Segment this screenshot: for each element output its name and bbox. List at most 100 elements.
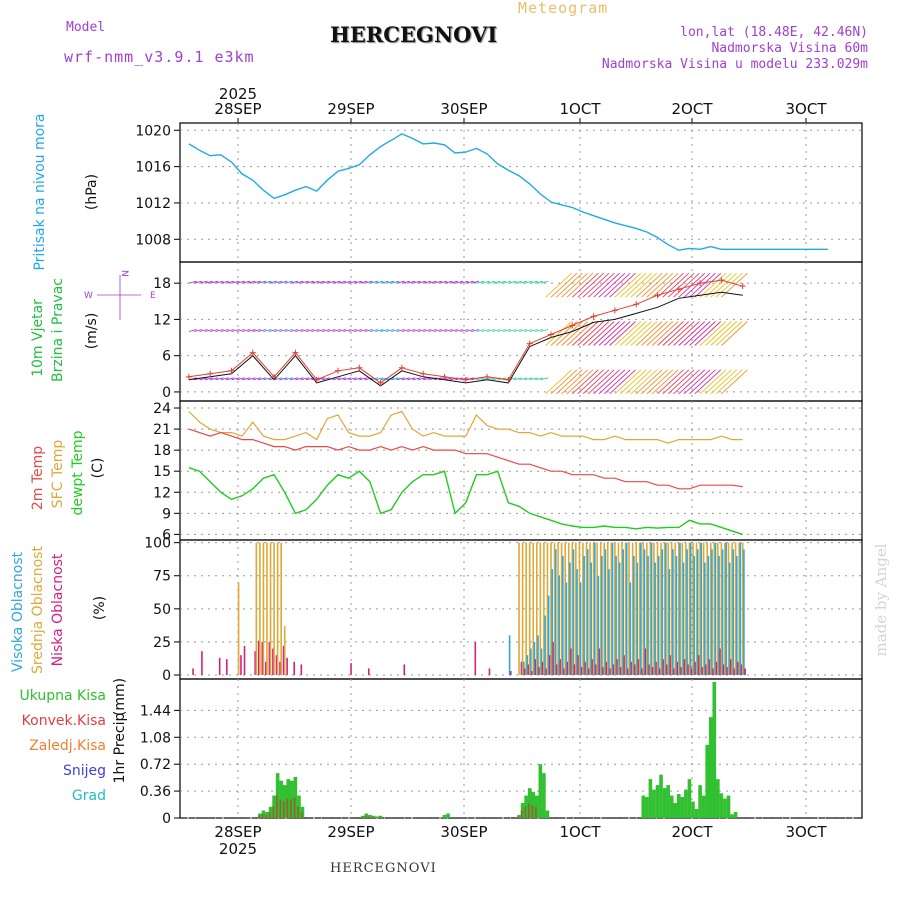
- precip-bar: [666, 785, 670, 818]
- footer-station: HERCEGNOVI: [330, 861, 437, 876]
- wind-arrow: [194, 329, 203, 332]
- wind-arrow: [337, 280, 347, 284]
- wind-arrow: [273, 280, 283, 284]
- precip-ylabel: 1hr Precip: [112, 713, 128, 784]
- wind-arrow: [603, 369, 631, 395]
- wind-arrow: [513, 377, 522, 381]
- precip-bar: [669, 795, 674, 818]
- wind-arrow: [316, 329, 325, 332]
- precip-bar: [645, 797, 649, 818]
- wind-arrow: [252, 377, 261, 381]
- conv-precip-bar: [364, 815, 367, 818]
- wind-arrow: [348, 280, 357, 284]
- legend-snijeg: Snijeg: [63, 763, 106, 779]
- wind-arrow: [391, 280, 400, 284]
- precip-bar: [694, 809, 699, 818]
- precip-bar: [652, 789, 656, 818]
- wind-arrow: [279, 280, 288, 284]
- wind-arrow: [630, 321, 658, 346]
- gust-marker: [292, 349, 299, 356]
- wind-arrow: [673, 272, 700, 298]
- wind-arrow: [508, 280, 517, 284]
- wind-arrow: [577, 272, 604, 298]
- wind-arrow: [210, 377, 219, 381]
- y-tick-label: 12: [153, 485, 171, 501]
- wind-arrow: [667, 369, 695, 395]
- wind-arrow: [305, 280, 315, 284]
- wind-arrow: [635, 321, 663, 346]
- wind-arrow: [492, 329, 501, 332]
- wind-arrow: [614, 272, 642, 298]
- wind-arrow: [593, 321, 620, 346]
- wind-arrow: [481, 377, 490, 381]
- wind-arrow: [295, 280, 304, 284]
- wind-arrow: [694, 369, 722, 395]
- wind-arrow: [236, 377, 245, 381]
- gust-marker: [654, 292, 661, 299]
- wind-arrow: [252, 280, 261, 284]
- wind-arrow: [391, 329, 400, 332]
- wind-arrow: [401, 377, 410, 381]
- wind-arrow: [593, 272, 620, 298]
- pressure-panel: 1008 1012 1016 1020: [135, 122, 863, 263]
- wind-arrow: [220, 329, 229, 332]
- conv-precip-bar: [258, 815, 260, 818]
- compass-e: E: [150, 291, 156, 301]
- conv-precip-bar: [531, 804, 534, 818]
- wind-arrow: [449, 329, 458, 332]
- precip-bar: [673, 803, 678, 818]
- wind-arrow: [540, 280, 549, 284]
- wind-arrow: [481, 280, 490, 284]
- pressure-line: [188, 133, 828, 251]
- gust-marker: [313, 376, 320, 383]
- y-tick-label: 1020: [135, 123, 171, 139]
- wind-speed-line: [188, 291, 743, 387]
- wind-arrow: [199, 377, 208, 381]
- wind-arrow: [529, 280, 538, 284]
- conv-precip-bar: [524, 806, 527, 818]
- wind-arrow: [252, 329, 261, 332]
- gust-marker: [398, 364, 405, 371]
- conv-precip-bar: [275, 795, 278, 818]
- wind-arrow: [476, 329, 485, 332]
- wind-arrow: [630, 272, 658, 298]
- cloud-panel: 0 25 50 75 100: [144, 536, 863, 684]
- y-tick-label: 1012: [135, 196, 171, 212]
- precip-bar: [662, 788, 667, 818]
- gust-marker: [590, 313, 597, 320]
- precip-bar: [684, 789, 688, 818]
- conv-precip-bar: [520, 810, 523, 818]
- wind-arrow: [673, 369, 700, 395]
- wind-arrow: [311, 280, 320, 284]
- elevation: Nadmorska Visina 60m: [711, 41, 868, 56]
- cloud-ylabel-mid: Srednja Oblacnost: [30, 546, 46, 674]
- gust-marker: [633, 301, 640, 308]
- wind-arrow: [566, 321, 594, 346]
- wind-arrow: [407, 377, 416, 381]
- wind-arrow: [444, 280, 453, 284]
- wind-arrow: [715, 321, 743, 346]
- model-label: Model: [66, 20, 106, 35]
- precip-bar: [705, 744, 709, 818]
- t2m-line: [188, 428, 743, 490]
- wind-arrow: [571, 321, 599, 346]
- wind-arrow: [295, 377, 304, 381]
- wind-arrow: [524, 280, 533, 284]
- precip-legend: Ukupna Kisa Konvek.Kisa Zaledj.Kisa Snij…: [19, 688, 106, 804]
- wind-arrow: [289, 280, 299, 284]
- wind-arrow: [518, 329, 528, 332]
- wind-arrow: [609, 321, 636, 346]
- wind-arrow: [614, 369, 642, 395]
- wind-arrow: [460, 329, 469, 332]
- precip-bar: [733, 812, 738, 818]
- wind-arrow: [545, 369, 572, 395]
- y-tick-label: 24: [153, 401, 171, 417]
- gust-marker: [271, 373, 278, 380]
- precip-bar: [542, 773, 546, 818]
- wind-arrow: [577, 321, 604, 346]
- bottom-date-label: 28SEP: [214, 823, 261, 841]
- wind-arrow: [571, 272, 599, 298]
- precip-bar: [708, 717, 713, 818]
- wind-arrow: [641, 321, 668, 346]
- temp-ylabel-sfc: SFC Temp: [50, 440, 66, 509]
